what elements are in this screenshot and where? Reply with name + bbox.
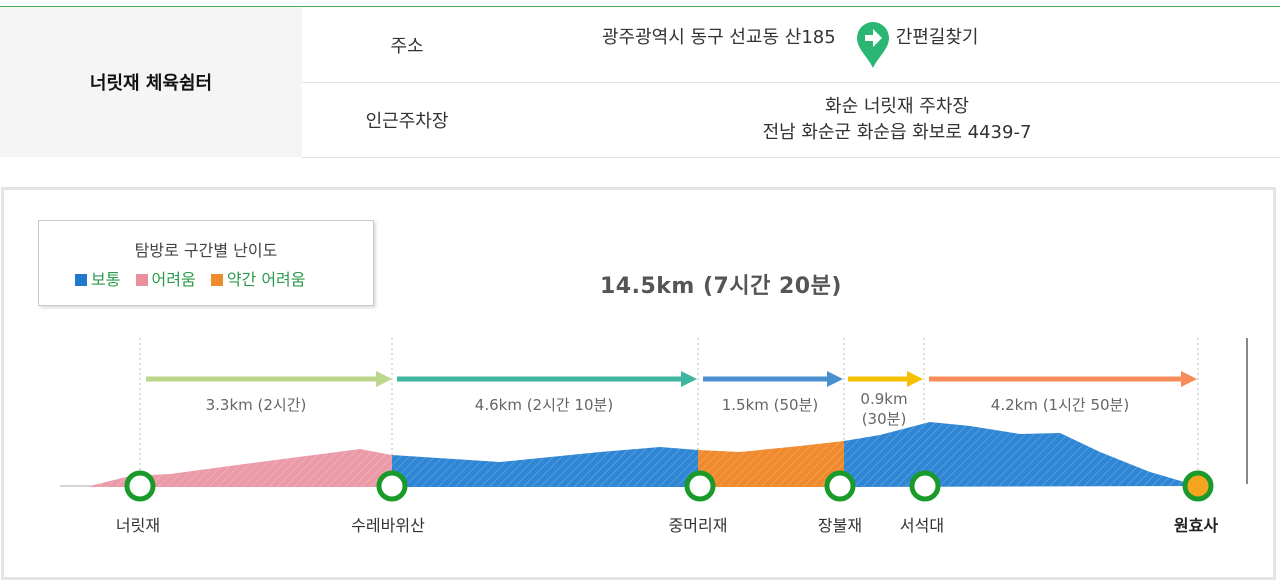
parking-address: 전남 화순군 화순읍 화보로 4439-7 — [762, 121, 1032, 143]
route-finder-link[interactable]: 간편길찾기 — [836, 22, 979, 73]
stop-label-5: 서석대 — [900, 516, 944, 535]
segment-label-2: 4.6km (2시간 10분) — [475, 396, 613, 414]
segment-arrow-4 — [848, 371, 923, 387]
stop-node-5 — [909, 470, 941, 502]
address-label: 주소 — [390, 35, 424, 57]
stop-label-3: 중머리재 — [669, 516, 728, 535]
legend-items: 보통 어려움 약간 어려움 — [75, 266, 316, 290]
segment-arrow-5 — [929, 371, 1197, 387]
parking-label: 인근주차장 — [365, 110, 449, 132]
trail-total: 14.5km (7시간 20분) — [600, 274, 842, 299]
legend-item-hard: 어려움 — [135, 270, 196, 289]
segment-label-3: 1.5km (50분) — [722, 396, 819, 414]
facility-name: 너릿재 체육쉼터 — [0, 7, 302, 157]
legend-title: 탐방로 구간별 난이도 — [134, 241, 278, 260]
segment-label-1: 3.3km (2시간) — [206, 396, 307, 414]
stop-node-2 — [376, 470, 408, 502]
segment-label-4a: 0.9km — [860, 390, 907, 408]
stop-label-2: 수레바위산 — [351, 516, 425, 535]
difficulty-legend: 탐방로 구간별 난이도 보통 어려움 약간 어려움 — [38, 220, 374, 306]
parking-name: 화순 너릿재 주차장 — [825, 95, 969, 117]
address-value-cell: 광주광역시 동구 선교동 산185 간편길찾기 — [602, 7, 1192, 82]
stop-node-1 — [124, 470, 156, 502]
route-finder-label: 간편길찾기 — [895, 27, 979, 48]
segment-arrow-1 — [146, 371, 392, 387]
stop-label-6: 원효사 — [1174, 516, 1218, 535]
legend-item-moderate: 약간 어려움 — [210, 270, 306, 289]
stop-node-6 — [1182, 470, 1214, 502]
segment-label-5: 4.2km (1시간 50분) — [991, 396, 1129, 414]
trail-map-panel — [1, 187, 1276, 580]
segment-arrow-2 — [397, 371, 697, 387]
swatch-normal — [75, 274, 87, 286]
swatch-moderate — [210, 274, 223, 286]
parking-row: 인근주차장 화순 너릿재 주차장 전남 화순군 화순읍 화보로 4439-7 — [302, 82, 1280, 158]
swatch-hard — [135, 274, 148, 286]
stop-label-4: 장불재 — [818, 516, 862, 535]
legend-item-normal: 보통 — [75, 270, 120, 289]
stop-label-1: 너릿재 — [116, 516, 160, 535]
segment-arrow-3 — [703, 371, 843, 387]
map-pin-icon — [856, 22, 889, 68]
stop-node-4 — [824, 470, 856, 502]
address-row: 주소 광주광역시 동구 선교동 산185 간편길찾기 — [302, 7, 1280, 83]
parking-value: 화순 너릿재 주차장 전남 화순군 화순읍 화보로 4439-7 — [602, 82, 1192, 157]
segment-label-4b: (30분) — [862, 410, 907, 428]
facility-info-table: 너릿재 체육쉼터 주소 광주광역시 동구 선교동 산185 간편길찾기 인근주차… — [0, 6, 1280, 158]
address-value: 광주광역시 동구 선교동 산185 — [602, 27, 836, 48]
stop-node-3 — [684, 470, 716, 502]
